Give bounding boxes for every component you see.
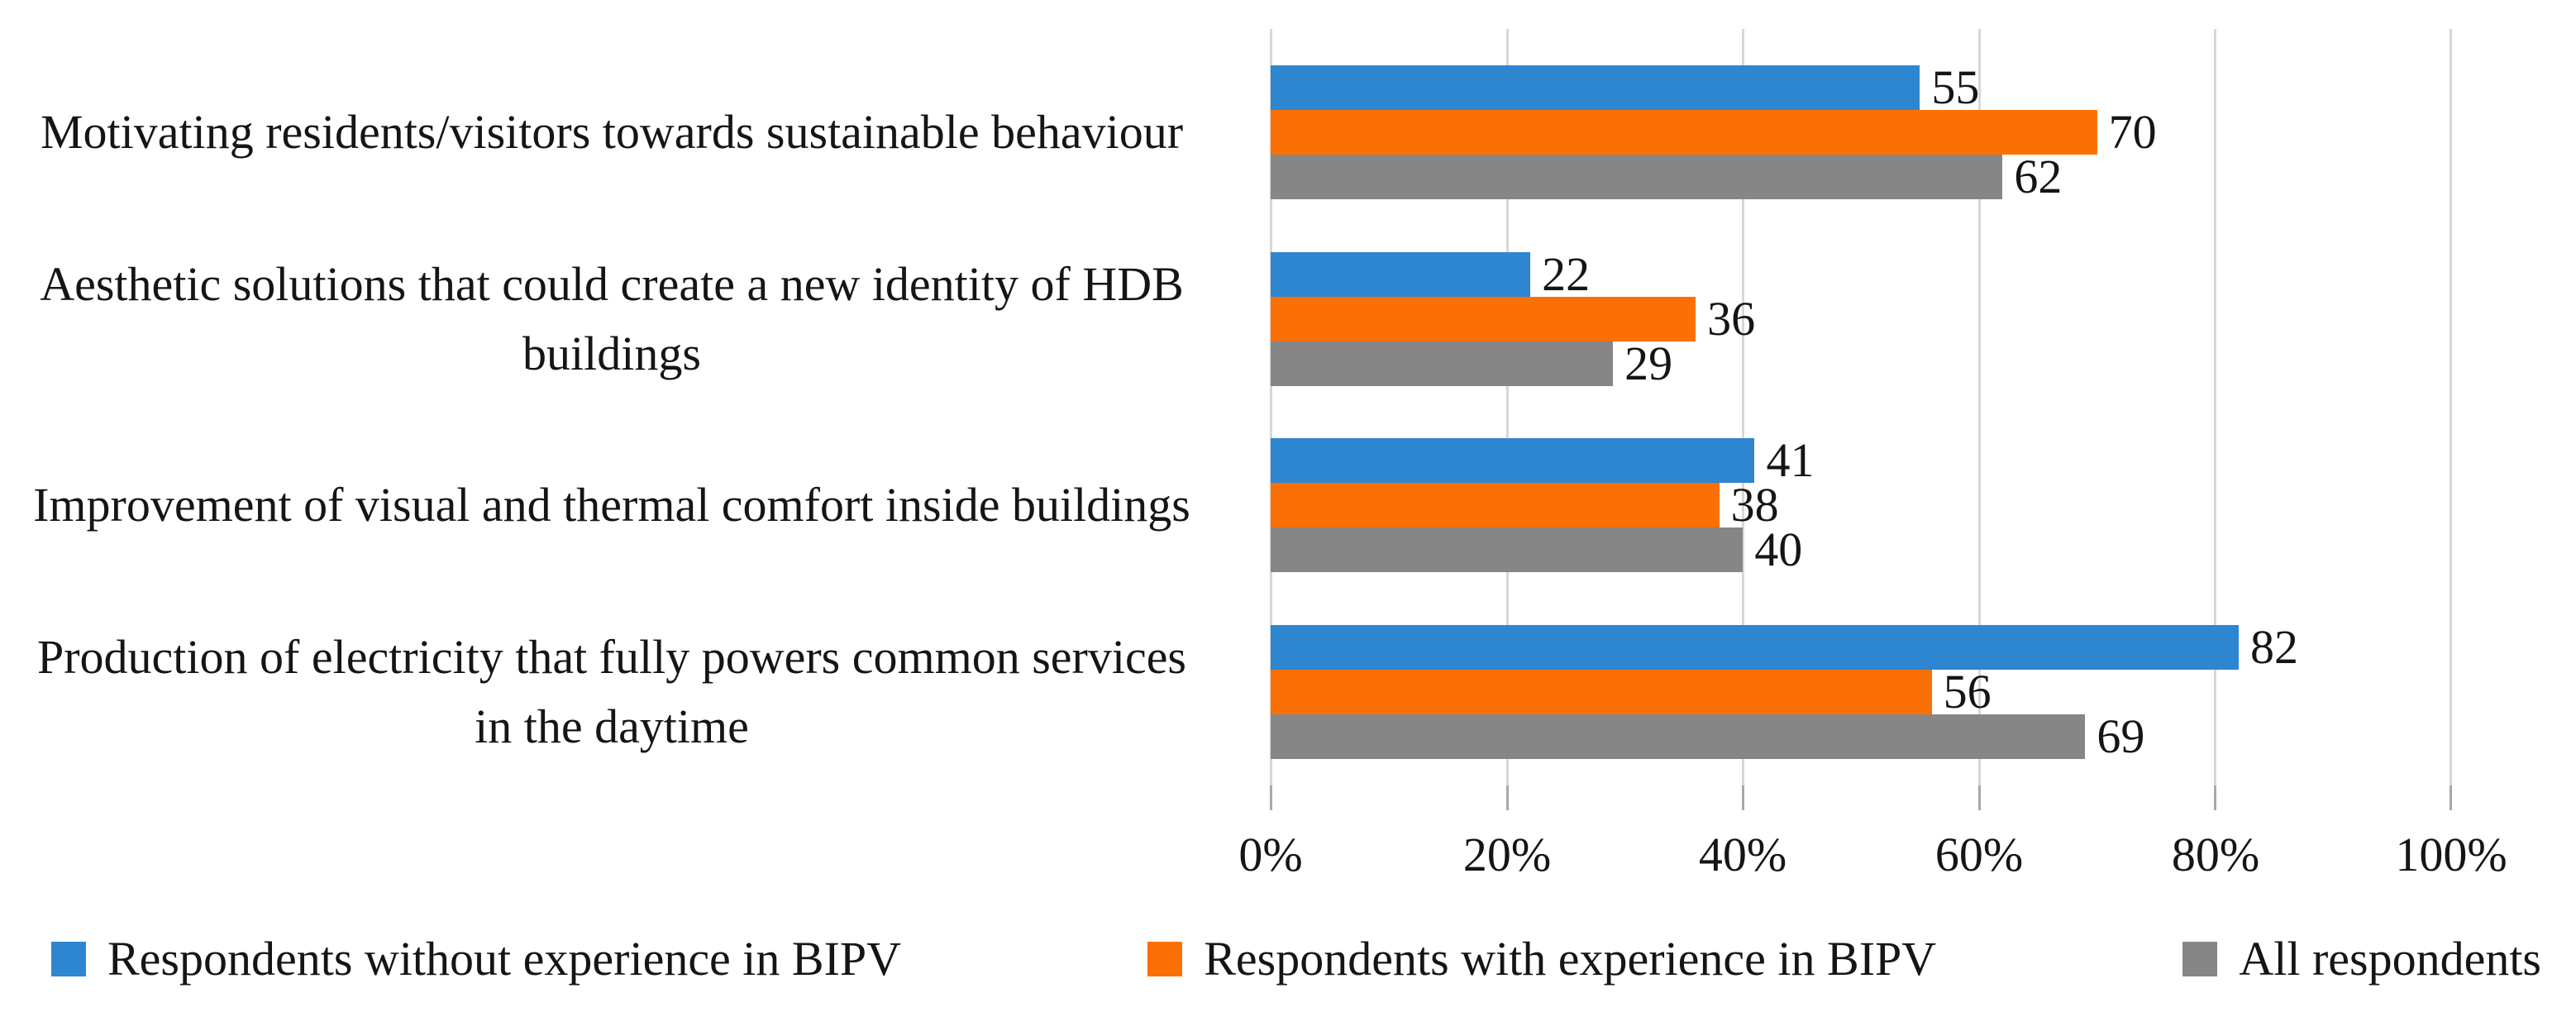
bar-value-label: 62 bbox=[2014, 150, 2063, 203]
category-label: Production of electricity that fully pow… bbox=[36, 629, 1187, 753]
legend-swatch-blue bbox=[51, 941, 86, 976]
bar-value-label: 70 bbox=[2108, 105, 2157, 159]
bar-without-experience bbox=[1271, 438, 1755, 483]
legend-item-all-respondents: All respondents bbox=[2182, 933, 2541, 986]
gridline-40pct bbox=[1742, 29, 1745, 785]
bar-group: 82 56 69 bbox=[1271, 620, 2451, 763]
legend-swatch-gray bbox=[2182, 941, 2218, 976]
bar-group: 55 70 62 bbox=[1271, 60, 2451, 203]
x-tick-label: 20% bbox=[1462, 828, 1552, 881]
bar-value-label: 69 bbox=[2097, 709, 2145, 763]
bar-without-experience bbox=[1271, 65, 1920, 110]
category-group-aesthetic: Aesthetic solutions that could create a … bbox=[0, 226, 2576, 413]
bar-value-label: 36 bbox=[1707, 292, 1756, 346]
category-group-electricity: Production of electricity that fully pow… bbox=[0, 599, 2576, 785]
legend-label: Respondents without experience in BIPV bbox=[107, 932, 902, 986]
gridline-60pct bbox=[1977, 29, 1981, 785]
legend-swatch-orange bbox=[1147, 941, 1183, 976]
bar-row: 69 bbox=[1271, 709, 2451, 763]
category-label: Motivating residents/visitors towards su… bbox=[40, 104, 1184, 159]
bar-row: 62 bbox=[1271, 150, 2451, 203]
legend-label: Respondents with experience in BIPV bbox=[1204, 932, 1937, 986]
bar-row: 22 bbox=[1271, 247, 2451, 301]
bar-value-label: 55 bbox=[1931, 60, 1980, 114]
bar-row: 82 bbox=[1271, 620, 2451, 674]
bar-with-experience bbox=[1271, 297, 1696, 341]
x-tick-label: 60% bbox=[1934, 828, 2024, 881]
bar-all-respondents bbox=[1271, 155, 2003, 199]
bar-value-label: 56 bbox=[1943, 665, 1992, 718]
x-tick-label: 0% bbox=[1238, 828, 1303, 881]
axis-tick-100pct bbox=[2450, 785, 2452, 810]
plot-area bbox=[1270, 29, 2452, 785]
bar-row: 56 bbox=[1271, 665, 2451, 718]
bar-group: 41 38 40 bbox=[1271, 433, 2451, 576]
bar-with-experience bbox=[1271, 670, 1932, 714]
axis-tick-20pct bbox=[1506, 785, 1509, 810]
gridline-20pct bbox=[1505, 29, 1509, 785]
category-label: Improvement of visual and thermal comfor… bbox=[33, 477, 1190, 532]
x-tick-label: 80% bbox=[2171, 828, 2260, 881]
axis-tick-80pct bbox=[2214, 785, 2216, 810]
bar-without-experience bbox=[1271, 252, 1531, 297]
gridline-80pct bbox=[2214, 29, 2217, 785]
bar-with-experience bbox=[1271, 483, 1720, 527]
bar-all-respondents bbox=[1271, 714, 2086, 759]
bar-value-label: 40 bbox=[1754, 523, 1803, 576]
axis-tick-60pct bbox=[1978, 785, 1981, 810]
bar-row: 70 bbox=[1271, 105, 2451, 159]
category-group-comfort: Improvement of visual and thermal comfor… bbox=[0, 412, 2576, 599]
category-group-motivating: Motivating residents/visitors towards su… bbox=[0, 39, 2576, 226]
gridline-0pct bbox=[1270, 29, 1272, 785]
bar-group: 22 36 29 bbox=[1271, 247, 2451, 390]
bar-row: 41 bbox=[1271, 433, 2451, 487]
axis-tick-0pct bbox=[1270, 785, 1272, 810]
bar-value-label: 82 bbox=[2249, 620, 2298, 674]
bar-value-label: 22 bbox=[1542, 247, 1591, 301]
bar-row: 40 bbox=[1271, 523, 2451, 576]
x-tick-label: 100% bbox=[2395, 828, 2507, 881]
bar-value-label: 29 bbox=[1624, 337, 1673, 390]
bar-row: 55 bbox=[1271, 60, 2451, 114]
legend-item-without-experience: Respondents without experience in BIPV bbox=[51, 933, 901, 986]
bar-with-experience bbox=[1271, 110, 2097, 155]
bar-row: 38 bbox=[1271, 478, 2451, 532]
bar-value-label: 38 bbox=[1730, 478, 1779, 532]
bar-value-label: 41 bbox=[1766, 433, 1815, 487]
bar-row: 29 bbox=[1271, 337, 2451, 390]
category-label: Aesthetic solutions that could create a … bbox=[40, 256, 1184, 380]
legend-label: All respondents bbox=[2239, 932, 2541, 986]
bar-row: 36 bbox=[1271, 292, 2451, 346]
x-tick-label: 40% bbox=[1698, 828, 1787, 881]
bar-all-respondents bbox=[1271, 341, 1614, 386]
legend-item-with-experience: Respondents with experience in BIPV bbox=[1147, 933, 1936, 986]
bar-all-respondents bbox=[1271, 527, 1744, 572]
legend: Respondents without experience in BIPV R… bbox=[51, 924, 2541, 994]
gridline-100pct bbox=[2450, 29, 2452, 785]
bar-without-experience bbox=[1271, 625, 2239, 670]
axis-tick-40pct bbox=[1742, 785, 1744, 810]
